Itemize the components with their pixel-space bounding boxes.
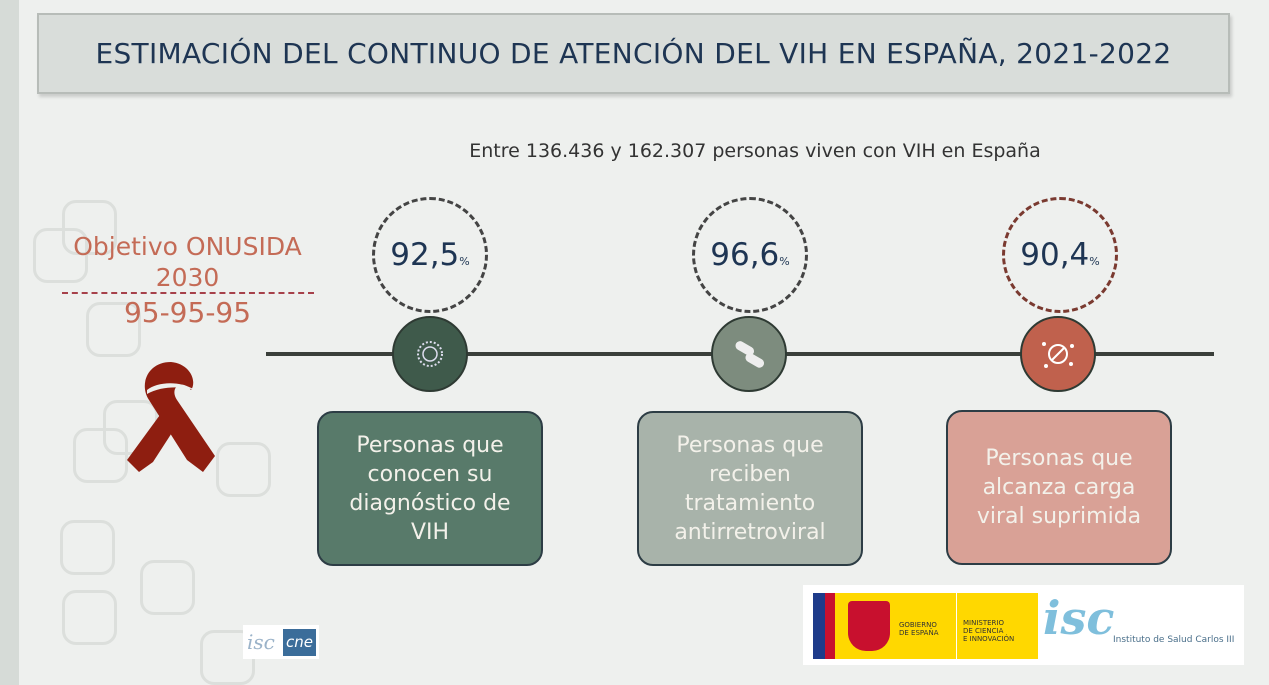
- pills-icon: [711, 316, 787, 392]
- isciii-name: Instituto de Salud Carlos III: [1113, 635, 1235, 645]
- virus-icon: [392, 316, 468, 392]
- goal-divider: [62, 292, 314, 294]
- stage-2-percentage: 96,6%: [692, 197, 808, 313]
- stage-3-card: Personas que alcanza carga viral suprimi…: [946, 410, 1172, 565]
- decor-square: [60, 520, 115, 575]
- stage-3-percentage: 90,4%: [1002, 197, 1118, 313]
- decor-square: [62, 590, 117, 645]
- red-ribbon-icon: [127, 362, 215, 472]
- stage-2-card: Personas que reciben tratamiento antirre…: [637, 411, 863, 566]
- subtitle: Entre 136.436 y 162.307 personas viven c…: [469, 140, 1041, 162]
- page-title: ESTIMACIÓN DEL CONTINUO DE ATENCIÓN DEL …: [37, 13, 1230, 94]
- goal-line1: Objetivo ONUSIDA: [73, 232, 302, 261]
- decor-square: [33, 228, 88, 283]
- institution-logos: GOBIERNO DE ESPAÑA MINISTERIO DE CIENCIA E …: [803, 585, 1244, 665]
- goal-year: 2030: [155, 263, 220, 292]
- decor-square: [86, 302, 141, 357]
- decor-square: [140, 560, 195, 615]
- decor-square: [73, 428, 128, 483]
- decor-square: [62, 200, 117, 255]
- stage-1-percentage: 92,5%: [372, 197, 488, 313]
- suppressed-virus-icon: [1020, 316, 1096, 392]
- decor-square: [216, 442, 271, 497]
- isciii-logo-mark: isc: [1043, 591, 1115, 645]
- isciii-cne-logo: isc cne: [243, 625, 319, 659]
- stage-1-card: Personas que conocen su diagnóstico de V…: [317, 411, 543, 566]
- side-strip: [0, 0, 19, 685]
- gobierno-logo: GOBIERNO DE ESPAÑA MINISTERIO DE CIENCIA E …: [813, 593, 1038, 659]
- coat-of-arms-icon: [848, 601, 890, 651]
- goal-target: 95-95-95: [123, 296, 252, 329]
